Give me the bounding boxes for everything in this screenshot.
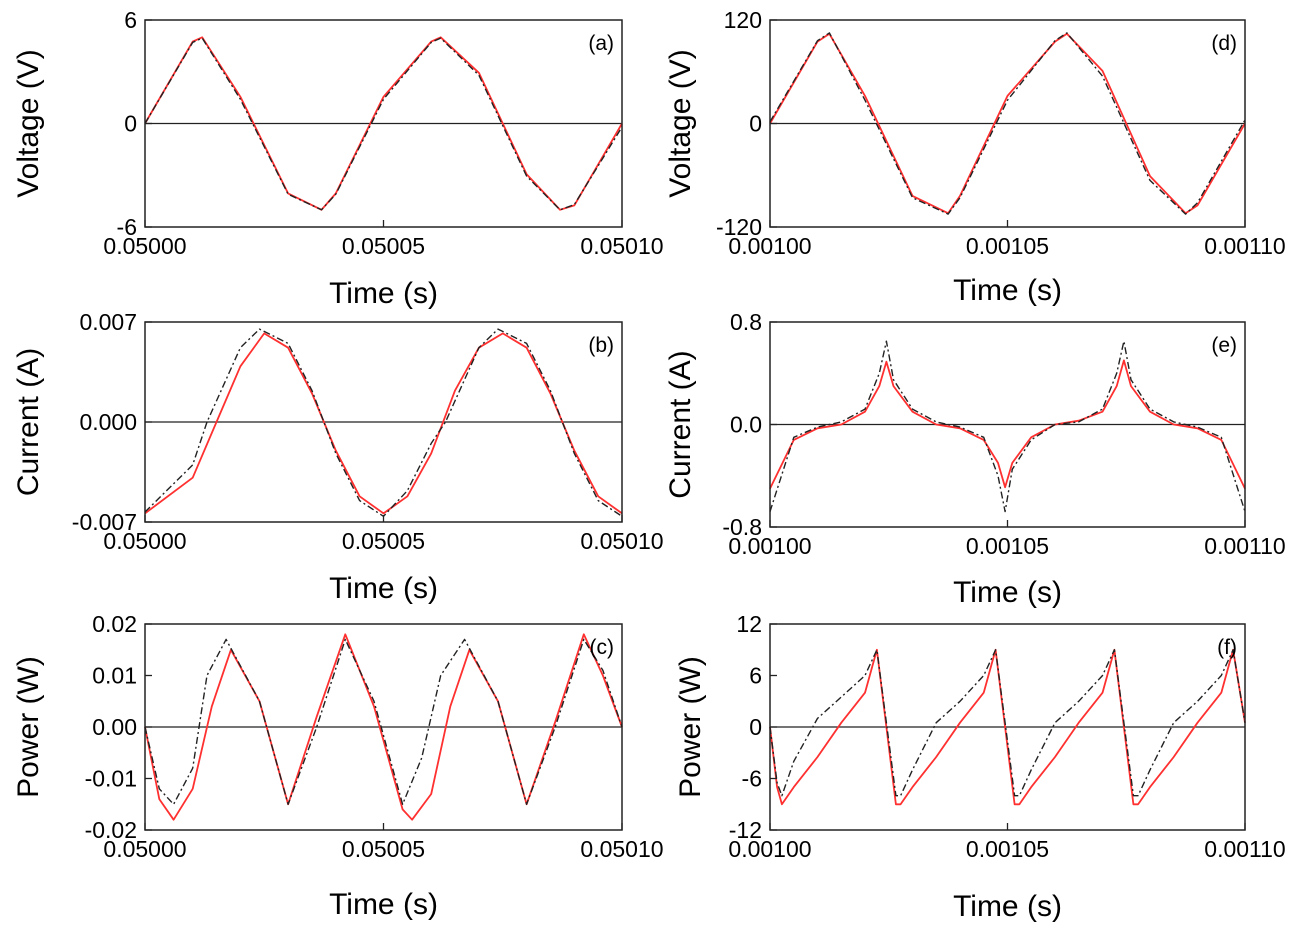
x-tick-label: 0.05000: [103, 528, 186, 554]
y-tick-label: -6: [117, 214, 137, 240]
y-tick-label: -0.02: [85, 817, 137, 843]
y-tick-label: -12: [729, 817, 762, 843]
x-tick-label: 0.05005: [342, 233, 425, 259]
y-tick-label: 6: [749, 663, 762, 689]
panel-label: (a): [588, 32, 614, 55]
x-axis-title: Time (s): [329, 888, 438, 921]
y-tick-label: 0: [749, 111, 762, 137]
y-axis-title: Voltage (V): [664, 49, 697, 197]
x-tick-label: 0.00105: [966, 533, 1049, 559]
x-tick-label: 0.00110: [1204, 533, 1285, 559]
x-tick-label: 0.05000: [103, 836, 186, 862]
x-tick-label: 0.00110: [1204, 836, 1285, 862]
y-tick-label: 0: [749, 714, 762, 740]
x-axis-title: Time (s): [953, 274, 1062, 307]
y-tick-label: -6: [742, 766, 762, 792]
y-tick-label: 0.00: [92, 714, 137, 740]
y-tick-label: 0.0: [730, 412, 762, 438]
x-tick-label: 0.05010: [580, 233, 663, 259]
x-tick-label: 0.05010: [580, 528, 663, 554]
y-tick-label: 0.000: [79, 409, 137, 435]
y-tick-label: 120: [724, 7, 762, 33]
x-tick-label: 0.05005: [342, 836, 425, 862]
panel-a: 0.05000 0.05005 0.05010 -6 0 6 Time (s) Voltage…: [12, 7, 664, 310]
series-solid-line: [769, 359, 1246, 489]
y-tick-label: 0: [124, 111, 137, 137]
series-dashdot-line: [769, 340, 1246, 513]
panel-e: 0.00100 0.00105 0.00110 -0.8 0.0 0.8 Time (s) C…: [664, 309, 1286, 609]
x-axis-title: Time (s): [329, 277, 438, 310]
x-tick-label: 0.00105: [966, 233, 1049, 259]
y-axis-title: Current (A): [12, 348, 45, 496]
x-tick-label: 0.00100: [728, 233, 811, 259]
y-tick-label: 12: [736, 611, 762, 637]
x-tick-label: 0.00110: [1204, 233, 1285, 259]
y-tick-label: -0.007: [72, 509, 137, 535]
panel-d: 0.00100 0.00105 0.00110 -120 0 120 Time (s) Vol…: [664, 7, 1286, 307]
x-tick-label: 0.00100: [728, 836, 811, 862]
series-solid-line: [769, 32, 1246, 215]
x-axis-title: Time (s): [953, 890, 1062, 923]
series-solid-line: [144, 36, 623, 211]
x-tick-label: 0.00105: [966, 836, 1049, 862]
panel-b: 0.05000 0.05005 0.05010 -0.007 0.000 0.007 Tim…: [12, 309, 664, 605]
x-tick-label: 0.00100: [728, 533, 811, 559]
series-solid-line: [144, 633, 623, 821]
panel-label: (b): [588, 334, 614, 357]
y-axis-title: Current (A): [664, 350, 697, 498]
x-axis-title: Time (s): [329, 572, 438, 605]
y-tick-label: -0.01: [85, 766, 137, 792]
panel-label: (c): [590, 636, 615, 659]
x-axis-title: Time (s): [953, 576, 1062, 609]
panel-label: (e): [1211, 334, 1237, 357]
y-axis-title: Power (W): [674, 656, 707, 798]
panel-label: (d): [1211, 32, 1237, 55]
y-tick-label: 0.8: [730, 309, 762, 335]
series-solid-line: [144, 332, 623, 515]
panel-f: 0.00100 0.00105 0.00110 -12 -6 0 6 12 Time (s) Po…: [674, 611, 1286, 923]
y-tick-label: 0.007: [79, 309, 137, 335]
panel-label: (f): [1217, 636, 1237, 659]
series-dashdot-line: [144, 638, 623, 805]
y-tick-label: 0.01: [92, 663, 137, 689]
series-dashdot-line: [144, 328, 623, 517]
y-tick-label: 0.02: [92, 611, 137, 637]
y-axis-title: Voltage (V): [12, 49, 45, 197]
panel-c: 0.05000 0.05005 0.05010 -0.02 -0.01 0.00 0.01 0…: [12, 611, 664, 921]
y-tick-label: -120: [716, 214, 762, 240]
series-dashdot-line: [769, 649, 1246, 797]
x-tick-label: 0.05000: [103, 233, 186, 259]
x-tick-label: 0.05005: [342, 528, 425, 554]
y-axis-title: Power (W): [12, 656, 45, 798]
series-solid-line: [769, 648, 1246, 806]
x-tick-label: 0.05010: [580, 836, 663, 862]
series-dashdot-line: [769, 32, 1246, 215]
y-tick-label: 6: [124, 7, 137, 33]
y-tick-label: -0.8: [722, 514, 762, 540]
